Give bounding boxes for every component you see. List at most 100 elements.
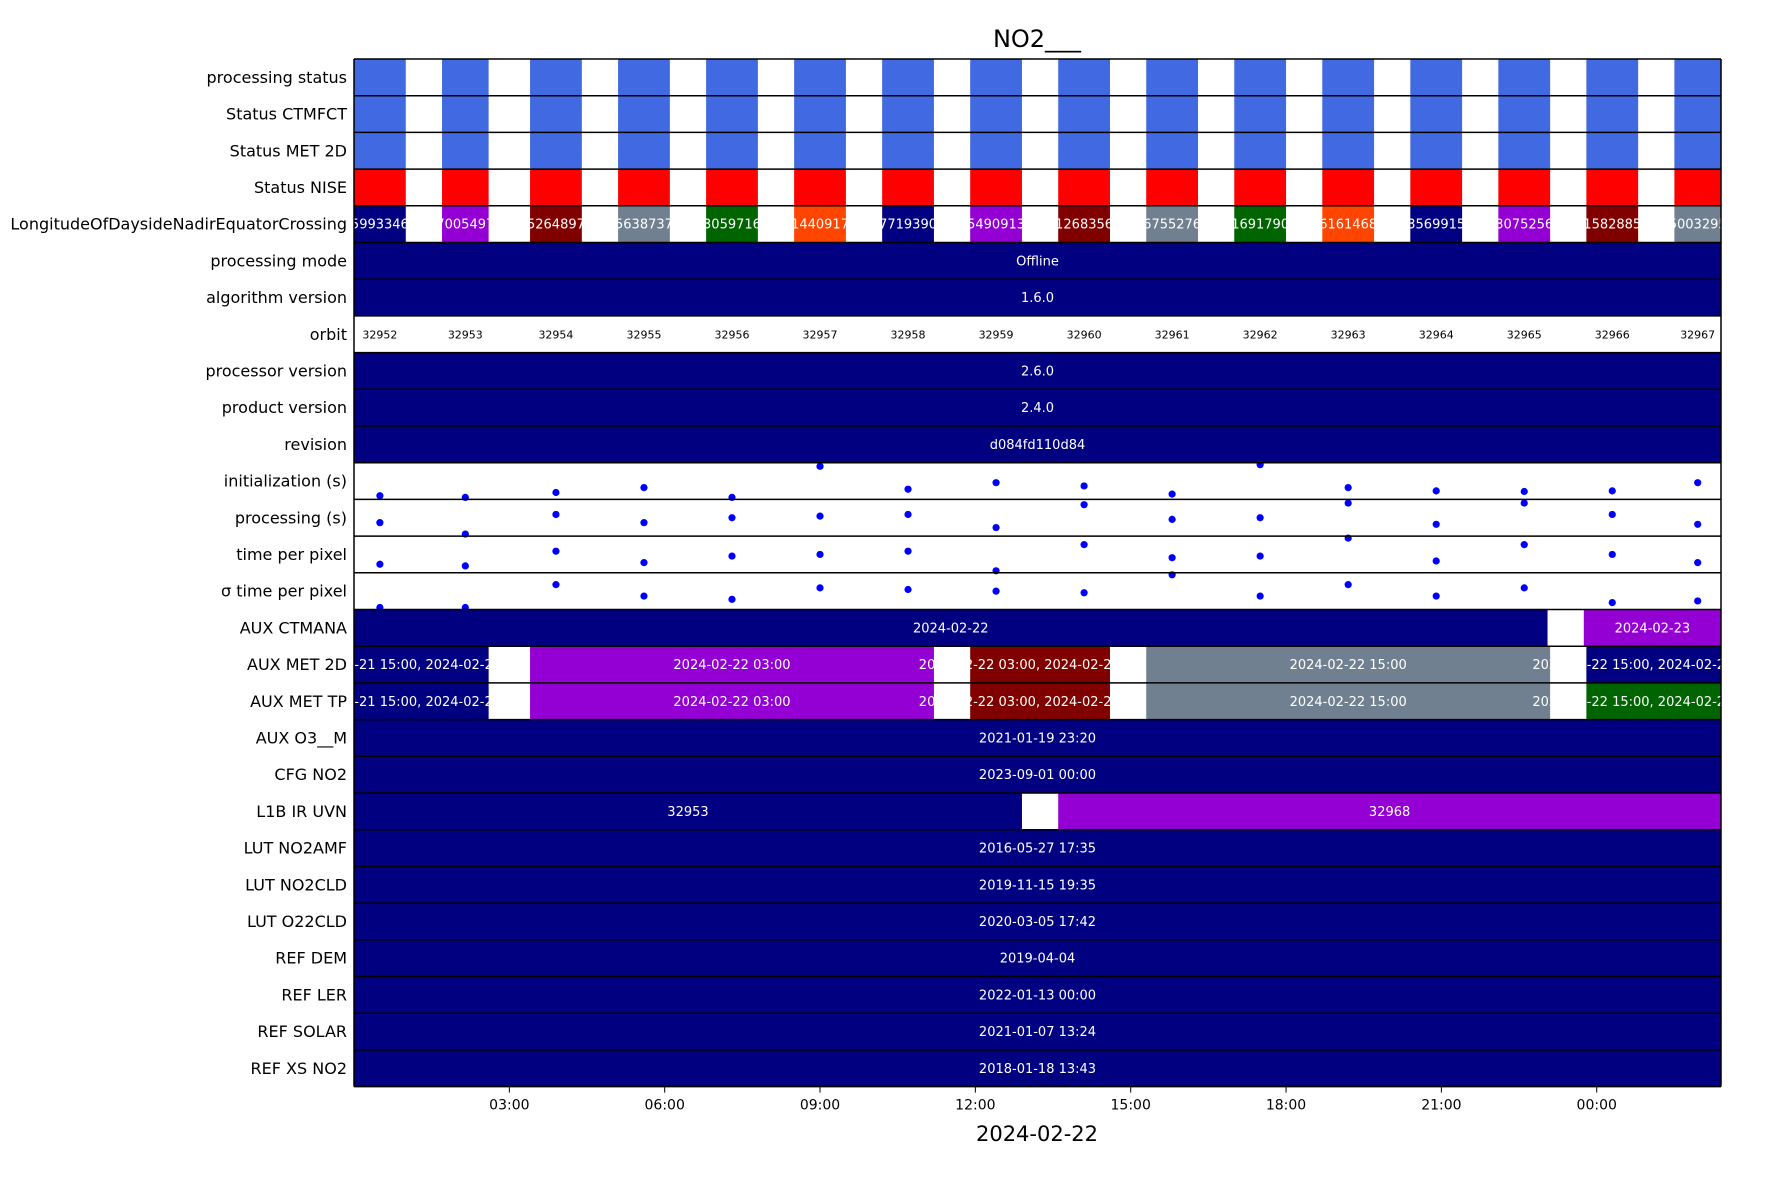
granule-cell [1322,169,1375,206]
granule-cell [1146,59,1199,96]
data-point [1344,581,1352,589]
span-label: 2020-03-05 17:42 [979,915,1096,930]
granule-cell [1322,132,1375,170]
row-label: initialization (s) [224,472,347,491]
data-point [376,492,384,500]
row-label: Status NISE [254,178,347,197]
granule-cell [1674,169,1721,206]
orbit-number: 32965 [1507,328,1542,341]
granule-value: 6161468 [1319,218,1377,233]
granule-cell [1410,169,1463,206]
granule-cell [442,132,489,170]
span-label: 1.6.0 [1021,291,1054,306]
data-point [992,479,1000,487]
span-label: 2024-02-22 15:00, 2024-02-23 03:00 [1532,695,1771,710]
span-label: 32968 [1369,805,1410,820]
x-tick-label: 09:00 [800,1098,840,1114]
granule-value: 3075256 [1495,218,1553,233]
span-segment [354,1013,1721,1050]
data-point [1608,550,1616,559]
data-point [552,510,560,519]
row-label: processing mode [210,251,347,270]
orbit-number: 32959 [979,328,1014,341]
data-point [376,519,384,527]
data-point [904,485,912,493]
granule-cell [1234,95,1287,133]
span-segment [354,1049,1721,1087]
data-point [1608,510,1616,519]
span-label: 2022-01-13 00:00 [979,988,1096,1003]
span-segment [354,646,489,683]
row-label: AUX MET TP [250,692,347,711]
row-label: REF XS NO2 [251,1059,347,1078]
chart-title: NO2___ [993,25,1082,53]
granule-value: 5993346 [351,218,409,233]
span-label: 2024-02-22 15:00 [1290,658,1407,673]
data-point [1520,541,1528,549]
span-label: 2024-02-22 03:00 [673,658,790,673]
granule-cell [1322,59,1375,96]
data-point [1432,557,1440,565]
granule-cell [530,59,582,96]
span-segment [1583,609,1721,647]
data-point [640,519,648,527]
granule-cell [354,59,406,96]
data-point [992,587,1000,595]
granule-cell [530,132,582,170]
granule-value: 5490913 [967,218,1025,233]
span-label: Offline [1016,254,1059,269]
granule-cell [1586,59,1639,96]
data-point [1608,598,1616,607]
span-label: 2016-05-27 17:35 [979,842,1096,857]
granule-cell [1146,132,1199,170]
orbit-number: 32964 [1419,328,1454,341]
row-label: algorithm version [206,288,347,307]
x-tick-label: 18:00 [1266,1098,1306,1114]
granule-cell [970,95,1022,133]
data-point [728,552,736,560]
granule-cell [1234,205,1287,243]
granule-value: 3059716 [703,218,761,233]
data-point [816,462,824,470]
row-label: L1B IR UVN [256,802,347,821]
data-point [904,547,912,555]
granule-cell [1410,95,1463,133]
x-tick-label: 00:00 [1577,1098,1617,1114]
granule-cell [618,59,670,96]
span-label: 2024-02-21 15:00, 2024-02-22 03:00 [300,658,543,673]
data-point [904,585,912,594]
granule-value: 7719390 [879,218,937,233]
granule-cell [1674,59,1721,96]
data-point [552,581,560,589]
span-label: 2019-04-04 [1000,952,1076,967]
data-point [1080,501,1088,509]
granule-cell [794,132,846,170]
orbit-number: 32952 [362,328,397,341]
granule-value: 1440917 [791,218,849,233]
data-point [1168,490,1176,498]
span-label: 2024-02-22 03:00, 2024-02-22 15:00 [919,695,1162,710]
granule-cell [530,205,582,243]
granule-cell [1234,59,1287,96]
granule-cell [794,95,846,133]
span-label: 2021-01-07 13:24 [979,1025,1096,1040]
data-point [1432,487,1440,495]
granule-cell [354,95,406,133]
span-label: 2024-02-22 03:00, 2024-02-22 15:00 [919,658,1162,673]
orbit-number: 32958 [891,328,926,341]
data-point [1694,520,1702,528]
data-point [461,562,469,570]
row-label: REF LER [281,985,347,1004]
orbit-number: 32961 [1155,328,1190,341]
granule-cell [618,95,670,133]
span-label: 2019-11-15 19:35 [979,878,1096,893]
granule-cell [1058,132,1110,170]
data-point [1694,559,1702,567]
row-label: REF SOLAR [257,1022,347,1041]
data-point [640,592,648,600]
x-tick-label: 06:00 [645,1098,685,1114]
span-segment [354,242,1721,280]
span-label: 2.6.0 [1021,364,1054,379]
granule-cell [882,132,934,170]
